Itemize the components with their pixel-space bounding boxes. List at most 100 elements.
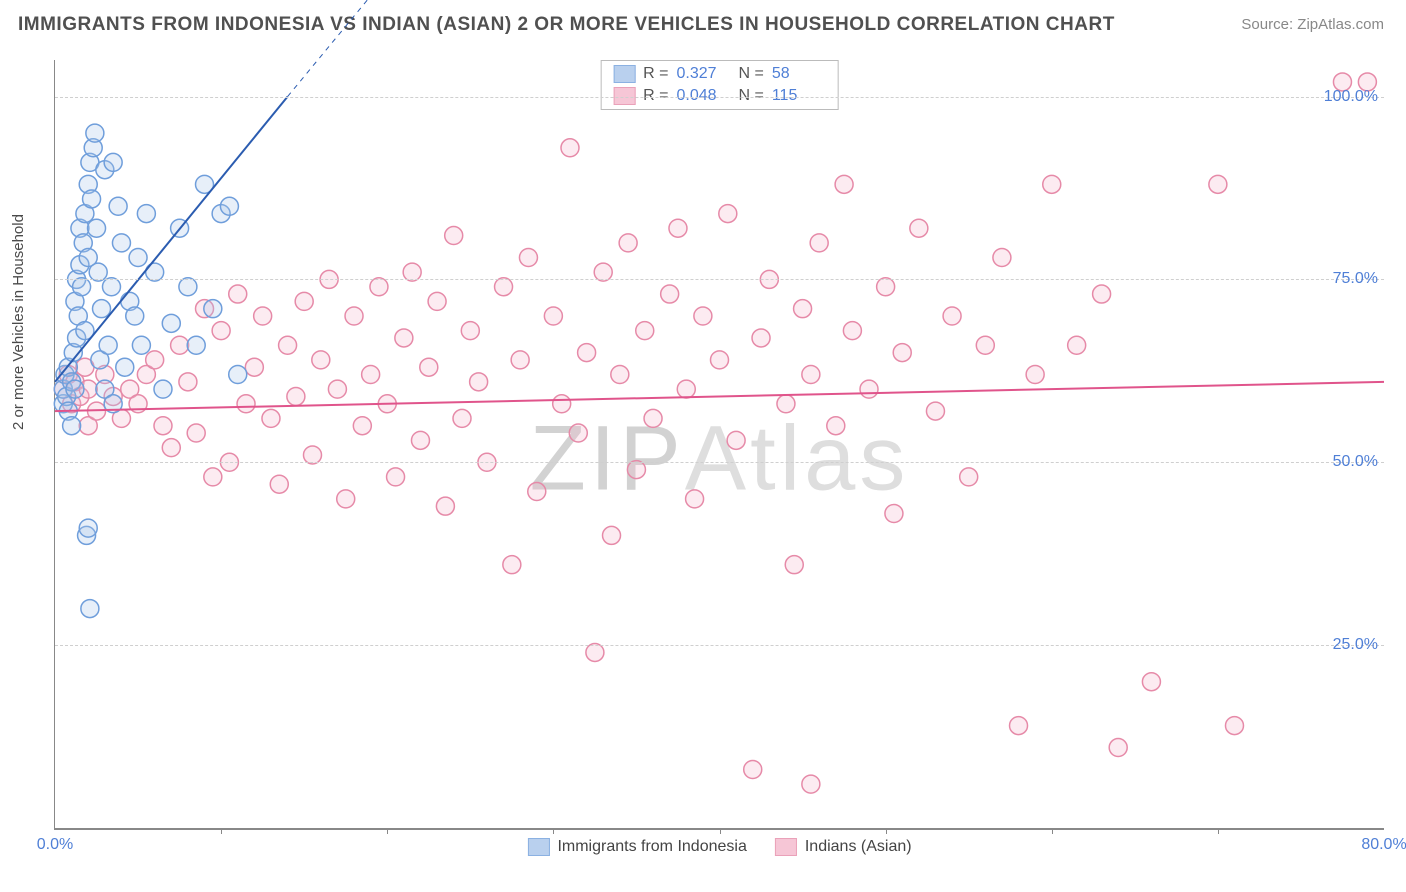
x-tick-label: 0.0% (37, 836, 73, 854)
data-point-indian (1109, 739, 1127, 757)
data-point-indian (926, 402, 944, 420)
source-attribution: Source: ZipAtlas.com (1241, 16, 1384, 33)
data-point-indian (744, 760, 762, 778)
legend-n-label: N = (739, 65, 764, 83)
data-point-indian (976, 336, 994, 354)
data-point-indian (420, 358, 438, 376)
data-point-indian (843, 322, 861, 340)
data-point-indian (179, 373, 197, 391)
data-point-indian (229, 285, 247, 303)
data-point-indian (943, 307, 961, 325)
data-point-indonesia (162, 314, 180, 332)
data-point-indian (752, 329, 770, 347)
gridline (55, 279, 1384, 280)
data-point-indonesia (73, 278, 91, 296)
data-point-indonesia (126, 307, 144, 325)
x-tick-mark (1218, 828, 1219, 834)
data-point-indonesia (93, 300, 111, 318)
data-point-indian (960, 468, 978, 486)
source-label: Source: (1241, 16, 1297, 33)
trendline-indian (55, 382, 1384, 411)
data-point-indian (594, 263, 612, 281)
source-value: ZipAtlas.com (1297, 16, 1384, 33)
data-point-indian (636, 322, 654, 340)
data-point-indian (661, 285, 679, 303)
x-tick-mark (387, 828, 388, 834)
data-point-indian (669, 219, 687, 237)
legend-r-value: 0.327 (677, 65, 731, 83)
data-point-indian (1010, 717, 1028, 735)
data-point-indian (553, 395, 571, 413)
legend-row-indonesia: R = 0.327 N = 58 (601, 63, 838, 85)
data-point-indian (428, 292, 446, 310)
data-point-indian (644, 409, 662, 427)
x-tick-mark (1052, 828, 1053, 834)
data-point-indian (503, 556, 521, 574)
data-point-indonesia (99, 336, 117, 354)
y-tick-label: 50.0% (1333, 453, 1378, 471)
data-point-indian (711, 351, 729, 369)
data-point-indian (212, 322, 230, 340)
series-legend: Immigrants from Indonesia Indians (Asian) (527, 838, 911, 856)
data-point-indonesia (154, 380, 172, 398)
correlation-legend: R =0.327N =58R =0.048N =115 (600, 60, 839, 110)
data-point-indian (470, 373, 488, 391)
y-tick-label: 25.0% (1333, 636, 1378, 654)
data-point-indonesia (229, 366, 247, 384)
data-point-indian (885, 504, 903, 522)
data-point-indian (802, 775, 820, 793)
data-point-indian (204, 468, 222, 486)
data-point-indian (154, 417, 172, 435)
data-point-indian (511, 351, 529, 369)
data-point-indian (810, 234, 828, 252)
data-point-indonesia (116, 358, 134, 376)
data-point-indian (436, 497, 454, 515)
data-point-indian (187, 424, 205, 442)
data-point-indian (146, 351, 164, 369)
data-point-indian (827, 417, 845, 435)
y-tick-label: 100.0% (1324, 88, 1378, 106)
data-point-indian (312, 351, 330, 369)
data-point-indian (162, 439, 180, 457)
legend-swatch-indian (775, 838, 797, 856)
chart-title: IMMIGRANTS FROM INDONESIA VS INDIAN (ASI… (18, 14, 1115, 36)
x-tick-mark (553, 828, 554, 834)
data-point-indian (1225, 717, 1243, 735)
data-point-indian (370, 278, 388, 296)
data-point-indian (445, 227, 463, 245)
plot-area: ZIPAtlas R =0.327N =58R =0.048N =115 Imm… (54, 60, 1384, 830)
series-legend-item-indonesia: Immigrants from Indonesia (527, 838, 746, 856)
legend-n-value: 58 (772, 65, 826, 83)
data-point-indian (262, 409, 280, 427)
data-point-indian (461, 322, 479, 340)
chart-container: IMMIGRANTS FROM INDONESIA VS INDIAN (ASI… (0, 0, 1406, 892)
data-point-indian (544, 307, 562, 325)
data-point-indian (719, 205, 737, 223)
data-point-indonesia (204, 300, 222, 318)
data-point-indian (270, 475, 288, 493)
gridline (55, 462, 1384, 463)
data-point-indonesia (112, 234, 130, 252)
x-tick-mark (221, 828, 222, 834)
series-legend-item-indian: Indians (Asian) (775, 838, 912, 856)
data-point-indian (677, 380, 695, 398)
data-point-indonesia (137, 205, 155, 223)
data-point-indonesia (187, 336, 205, 354)
series-legend-label: Immigrants from Indonesia (557, 838, 746, 856)
data-point-indonesia (86, 124, 104, 142)
data-point-indian (627, 461, 645, 479)
data-point-indian (686, 490, 704, 508)
y-tick-label: 75.0% (1333, 270, 1378, 288)
y-axis-label: 2 or more Vehicles in Household (10, 214, 27, 430)
data-point-indian (295, 292, 313, 310)
data-point-indonesia (132, 336, 150, 354)
legend-swatch-indonesia (527, 838, 549, 856)
x-tick-mark (720, 828, 721, 834)
legend-r-label: R = (643, 65, 668, 83)
data-point-indian (586, 643, 604, 661)
data-point-indian (353, 417, 371, 435)
data-point-indonesia (129, 248, 147, 266)
data-point-indian (694, 307, 712, 325)
x-tick-mark (886, 828, 887, 834)
data-point-indonesia (104, 153, 122, 171)
